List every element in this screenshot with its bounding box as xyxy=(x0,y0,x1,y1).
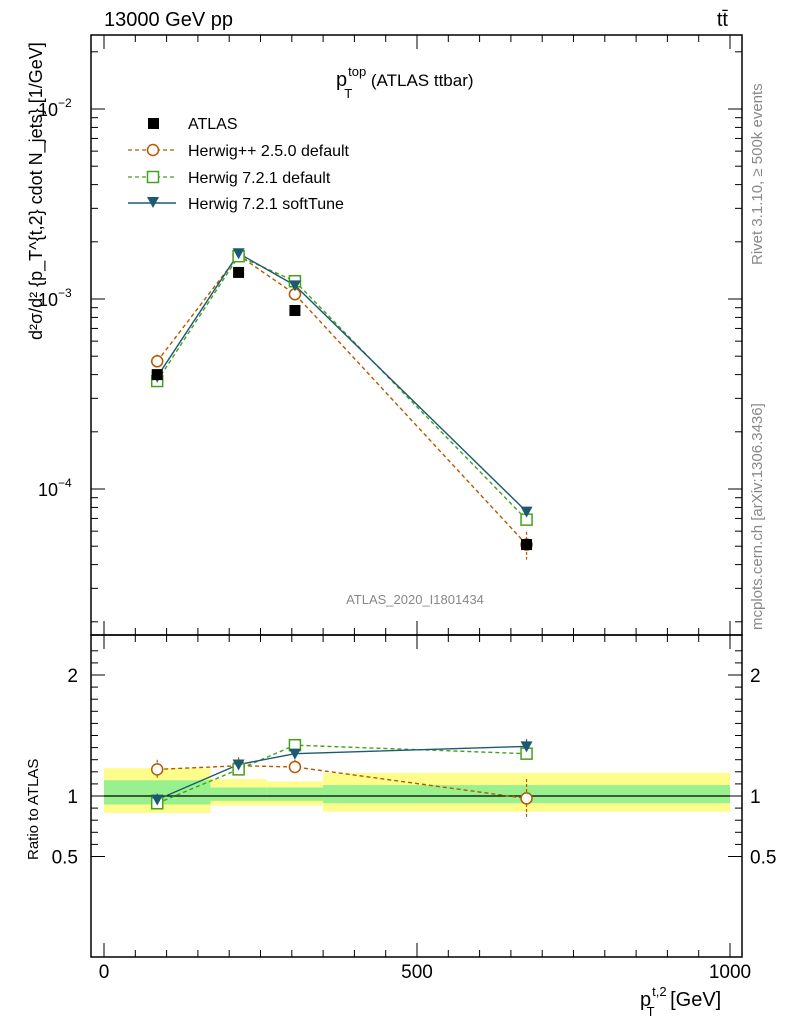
legend-item-herwig7-default: Herwig 7.2.1 default xyxy=(128,170,331,187)
tick-base: 10 xyxy=(38,480,58,500)
ratio-series-line xyxy=(157,765,527,800)
legend-marker-herwig7-softtune xyxy=(147,197,159,208)
legend-label-herwigpp: Herwig++ 2.5.0 default xyxy=(188,143,350,160)
main-series-line xyxy=(156,252,528,513)
main-title: ptop T (ATLAS ttbar) xyxy=(336,64,474,101)
ratio-y-tick-label-left: 1 xyxy=(67,787,78,808)
tick-exponent: −3 xyxy=(58,286,72,300)
legend-label-herwig7-softtune: Herwig 7.2.1 softTune xyxy=(188,196,344,213)
main-panel: 10−210−310−4 ptop T (ATLAS ttbar) ATLAS H… xyxy=(26,34,743,636)
legend-item-atlas: ATLAS xyxy=(148,116,238,133)
main-y-axis-label: d²σ/d² {p_T^{t,2} cdot N_jets} [1/GeV] xyxy=(26,42,47,340)
legend-marker-herwigpp xyxy=(146,143,160,157)
xlabel-superscript: t,2 xyxy=(652,984,666,999)
ratio-series-lines xyxy=(156,744,527,804)
title-p: p xyxy=(336,69,347,91)
x-tick-label: 0 xyxy=(99,962,110,983)
main-marker-circle xyxy=(150,355,164,368)
legend-label-atlas: ATLAS xyxy=(188,116,238,133)
legend-label-herwig7-default: Herwig 7.2.1 default xyxy=(188,170,331,187)
xlabel-p: p xyxy=(640,989,651,1011)
ratio-y-tick-label-left: 2 xyxy=(67,666,78,687)
ratio-y-tick-labels: 0.5 0.5 1 1 2 2 xyxy=(52,666,777,869)
title-suffix: (ATLAS ttbar) xyxy=(366,71,473,90)
main-marker-square-filled xyxy=(233,266,245,278)
ratio-marker-circle xyxy=(520,792,533,805)
tick-exponent: −2 xyxy=(58,96,72,110)
main-marker-triangle xyxy=(288,280,301,292)
main-y-tick-labels: 10−210−310−4 xyxy=(38,96,72,500)
mcplots-label: mcplots.cern.ch [arXiv:1306.3436] xyxy=(749,403,766,630)
main-y-tick-label: 10−3 xyxy=(38,286,72,310)
tick-exponent: −4 xyxy=(58,476,72,490)
ratio-markers xyxy=(150,738,533,810)
legend-marker-herwig7-default xyxy=(146,170,160,184)
ratio-marker-circle xyxy=(150,763,164,776)
main-y-tick-label: 10−4 xyxy=(38,476,72,500)
xlabel-suffix: [GeV] xyxy=(665,989,722,1011)
ratio-marker-triangle xyxy=(520,741,533,753)
main-y-tick-label: 10−2 xyxy=(38,96,72,120)
main-markers xyxy=(150,248,533,551)
energy-label: 13000 GeV pp xyxy=(104,9,233,31)
main-series-line xyxy=(156,255,528,521)
main-marker-triangle xyxy=(520,506,533,518)
main-marker-triangle xyxy=(232,248,245,260)
ratio-band-stat xyxy=(210,787,267,801)
main-series-lines xyxy=(156,252,528,546)
tick-base: 10 xyxy=(38,100,58,120)
legend: ATLAS Herwig++ 2.5.0 default Herwig 7.2.… xyxy=(128,116,350,213)
ratio-y-tick-label-right: 0.5 xyxy=(750,848,776,869)
ratio-axis-ticks xyxy=(91,635,742,957)
ratio-series-line xyxy=(156,745,527,801)
legend-item-herwig7-softtune: Herwig 7.2.1 softTune xyxy=(128,196,344,213)
ratio-y-tick-label-right: 2 xyxy=(750,666,761,687)
legend-item-herwigpp: Herwig++ 2.5.0 default xyxy=(128,143,350,160)
ratio-marker-triangle xyxy=(288,748,301,760)
main-marker-square-filled xyxy=(151,369,163,381)
ratio-y-tick-label-right: 1 xyxy=(750,787,761,808)
rivet-label: Rivet 3.1.10, ≥ 500k events xyxy=(749,83,766,265)
ratio-uncertainty-bands xyxy=(104,768,730,813)
x-axis-label: pt,2 T [GeV] xyxy=(640,984,721,1019)
main-series-line xyxy=(156,254,528,546)
title-subscript: T xyxy=(344,86,352,101)
legend-marker-atlas xyxy=(148,118,159,129)
ratio-panel: 0.5 0.5 1 1 2 2 0 500 1000 Ratio to ATLAS pt,2 T… xyxy=(25,634,777,1019)
tick-base: 10 xyxy=(38,290,58,310)
process-label: tt̄ xyxy=(717,9,729,31)
main-axis-ticks xyxy=(91,35,742,635)
x-tick-label: 500 xyxy=(401,962,433,983)
analysis-watermark: ATLAS_2020_I1801434 xyxy=(346,592,484,607)
ratio-marker-triangle xyxy=(232,759,245,771)
ratio-y-tick-label-left: 0.5 xyxy=(52,848,78,869)
ratio-marker-triangle xyxy=(151,794,164,806)
xlabel-subscript: T xyxy=(647,1004,655,1019)
ratio-y-axis-label: Ratio to ATLAS xyxy=(25,759,42,860)
ratio-marker-circle xyxy=(288,760,302,774)
main-marker-square-filled xyxy=(289,304,301,316)
title-superscript: top xyxy=(348,64,366,79)
x-tick-label: 1000 xyxy=(709,962,751,983)
ratio-series-line xyxy=(156,744,527,804)
ratio-x-tick-labels: 0 500 1000 xyxy=(99,962,751,983)
main-marker-square-filled xyxy=(521,539,533,551)
ratio-band-stat xyxy=(266,787,324,801)
